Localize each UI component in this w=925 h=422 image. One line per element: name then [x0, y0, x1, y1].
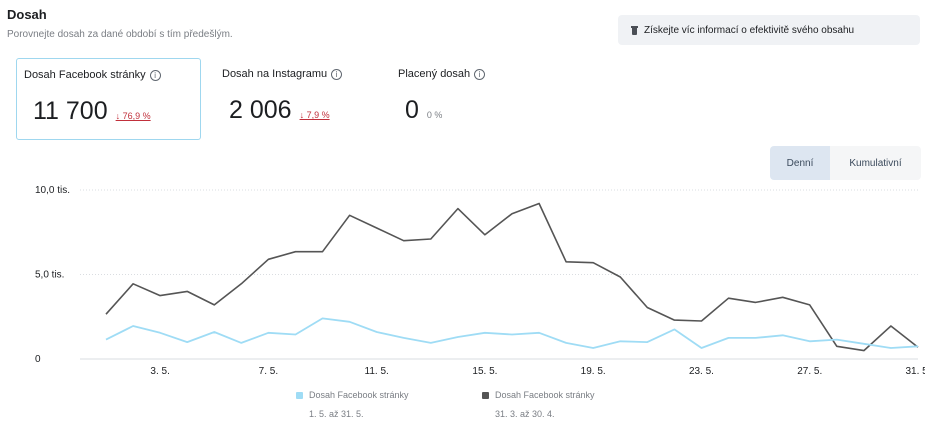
info-icon[interactable]: i — [149, 69, 161, 81]
metric-instagram-reach[interactable]: Dosah na Instagramu i 2 006 ↓ 7,9 % — [212, 58, 372, 140]
x-tick-label: 19. 5. — [581, 366, 606, 377]
y-tick-label: 10,0 tis. — [35, 185, 70, 196]
info-icon[interactable]: i — [474, 68, 486, 80]
metric-label: Dosah na Instagramu — [222, 68, 328, 80]
cumulative-toggle-button[interactable]: Kumulativní — [830, 146, 921, 180]
legend-item-previous[interactable]: Dosah Facebook stránky 31. 3. až 30. 4. — [482, 390, 595, 419]
x-tick-label: 15. 5. — [472, 366, 497, 377]
view-toggle: Denní Kumulativní — [770, 146, 921, 180]
reach-line-chart: 10,0 tis. 5,0 tis. 0 3. 5. 7. 5. 11. 5. 15. 5.… — [35, 185, 925, 377]
metric-change: ↓ 7,9 % — [299, 110, 330, 120]
x-tick-label: 3. 5. — [150, 366, 169, 377]
metric-change: 0 % — [426, 110, 443, 120]
page-title: Dosah — [7, 7, 47, 22]
metric-value: 0 — [405, 96, 419, 124]
legend-item-current[interactable]: Dosah Facebook stránky 1. 5. až 31. 5. — [296, 390, 409, 419]
metric-label: Dosah Facebook stránky — [24, 69, 146, 81]
x-tick-label: 31. 5. — [905, 366, 925, 377]
info-icon[interactable]: i — [331, 68, 343, 80]
trash-icon — [631, 25, 638, 35]
x-tick-label: 7. 5. — [259, 366, 278, 377]
y-tick-label: 5,0 tis. — [35, 270, 64, 281]
metric-paid-reach[interactable]: Placený dosah i 0 0 % — [388, 58, 518, 140]
content-effectiveness-label: Získejte víc informací o efektivitě svéh… — [644, 24, 855, 36]
legend-swatch — [482, 391, 489, 399]
legend-label: Dosah Facebook stránky — [495, 390, 595, 400]
legend-label: Dosah Facebook stránky — [309, 390, 409, 400]
legend-range: 31. 3. až 30. 4. — [495, 409, 555, 419]
metric-value: 11 700 — [33, 97, 108, 125]
series-line-previous — [105, 202, 919, 352]
x-tick-label: 27. 5. — [797, 366, 822, 377]
y-tick-label: 0 — [35, 354, 41, 365]
metric-change: ↓ 76,9 % — [115, 111, 151, 121]
metric-value: 2 006 — [229, 96, 292, 124]
x-tick-label: 11. 5. — [365, 366, 389, 377]
daily-toggle-button[interactable]: Denní — [770, 146, 830, 180]
metric-facebook-reach[interactable]: Dosah Facebook stránky i 11 700 ↓ 76,9 % — [16, 58, 201, 140]
metric-label: Placený dosah — [398, 68, 471, 80]
legend-swatch — [296, 391, 303, 399]
series-line-current — [105, 317, 919, 349]
content-effectiveness-button[interactable]: Získejte víc informací o efektivitě svéh… — [618, 15, 920, 45]
legend-range: 1. 5. až 31. 5. — [309, 409, 364, 419]
x-tick-label: 23. 5. — [689, 366, 714, 377]
page-subtitle: Porovnejte dosah za dané období s tím př… — [7, 29, 233, 40]
